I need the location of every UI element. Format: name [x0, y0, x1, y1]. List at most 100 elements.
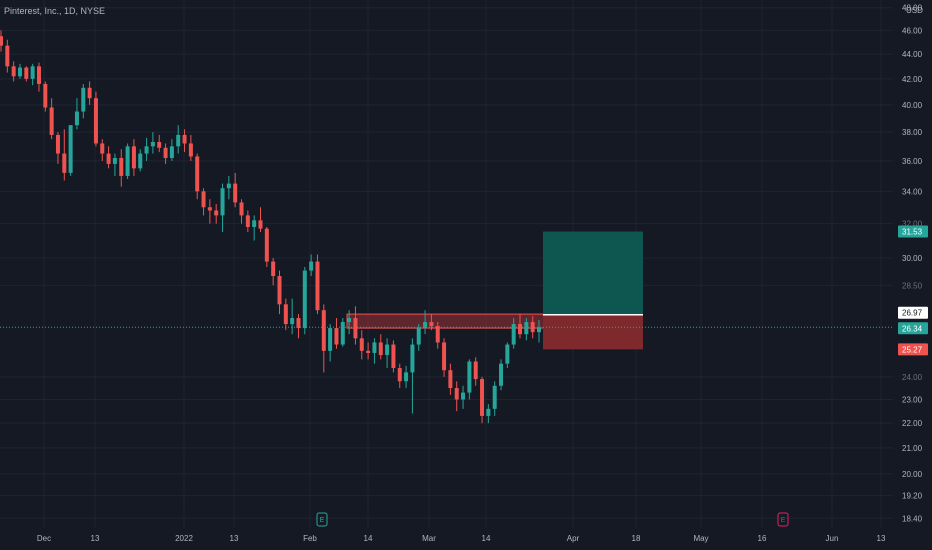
- time-label: 13: [877, 534, 886, 543]
- candle: [220, 183, 225, 233]
- price-label-target-text: 31.53: [902, 228, 923, 237]
- candle-body: [138, 153, 143, 169]
- price-tick-label: 23.00: [902, 395, 923, 404]
- candle-body: [277, 276, 282, 305]
- price-tick-label: 48.00: [902, 4, 923, 13]
- candle-body: [17, 67, 22, 77]
- candle-body: [55, 134, 60, 154]
- candle: [144, 137, 149, 161]
- candle-body: [201, 191, 206, 208]
- candle: [245, 210, 250, 233]
- candle-body: [207, 207, 212, 211]
- earnings-badge-label: E: [781, 517, 786, 524]
- candle: [467, 359, 472, 400]
- candle-body: [334, 328, 339, 345]
- candle: [87, 81, 92, 105]
- candle-body: [480, 379, 485, 416]
- candle: [5, 39, 10, 73]
- candle-body: [340, 322, 345, 345]
- candle: [410, 338, 415, 414]
- candle: [530, 316, 535, 339]
- candle-body: [157, 142, 162, 148]
- candle-body: [36, 66, 41, 84]
- candle: [188, 134, 193, 161]
- candle: [537, 320, 541, 343]
- candle: [404, 365, 409, 389]
- candle-body: [0, 36, 3, 46]
- candle-body: [24, 67, 29, 79]
- candle: [201, 188, 206, 216]
- candle: [214, 204, 219, 224]
- candle-body: [511, 324, 516, 345]
- candle-body: [5, 45, 10, 67]
- time-label: Feb: [303, 534, 317, 543]
- candle-body: [93, 98, 98, 144]
- candle-body: [188, 143, 193, 157]
- candle-body: [271, 261, 276, 277]
- candle: [486, 404, 491, 424]
- candle-body: [435, 326, 440, 343]
- candle: [131, 139, 136, 176]
- candle-body: [252, 220, 257, 227]
- candle: [125, 143, 130, 179]
- candle: [169, 139, 174, 161]
- candle: [454, 381, 459, 412]
- candle-body: [239, 202, 244, 216]
- time-label: 2022: [175, 534, 193, 543]
- candle: [0, 30, 3, 52]
- price-tick-label: 24.00: [902, 373, 923, 382]
- candle: [334, 318, 339, 349]
- time-label: 13: [91, 534, 100, 543]
- candle: [30, 63, 35, 86]
- candle-body: [87, 87, 92, 99]
- price-tick-label: 46.00: [902, 26, 923, 35]
- candle: [366, 342, 371, 360]
- currency-label: USD: [906, 6, 923, 15]
- candle: [277, 270, 282, 315]
- candle: [11, 61, 16, 82]
- candle-body: [397, 368, 402, 382]
- candle-body: [290, 318, 295, 325]
- candle: [473, 357, 478, 386]
- candle: [378, 334, 383, 360]
- candle: [321, 304, 326, 373]
- candle-body: [423, 322, 428, 329]
- candle-body: [302, 270, 307, 329]
- price-label-last-text: 26.34: [902, 324, 923, 333]
- candle-body: [62, 153, 67, 173]
- candle: [359, 330, 364, 360]
- time-label: 14: [482, 534, 491, 543]
- price-label-stop: [898, 343, 928, 356]
- candle: [163, 143, 168, 164]
- candle-body: [467, 361, 472, 393]
- candle: [290, 298, 295, 335]
- price-tick-label: 42.00: [902, 75, 923, 84]
- candle-body: [372, 342, 377, 353]
- candle-body: [378, 342, 383, 356]
- candle: [340, 318, 345, 347]
- candle: [435, 322, 440, 349]
- candle: [176, 125, 181, 154]
- candle: [49, 98, 54, 140]
- candle: [524, 318, 529, 341]
- candle-body: [214, 210, 219, 216]
- candle: [252, 215, 257, 241]
- candle: [442, 338, 447, 377]
- price-label-last: [898, 322, 928, 335]
- price-tick-label: 28.50: [902, 281, 923, 290]
- candle-body: [321, 310, 326, 351]
- candle: [416, 324, 421, 351]
- candle-body: [347, 318, 352, 323]
- price-tick-label: 34.00: [902, 187, 923, 196]
- candle-body: [442, 342, 447, 371]
- candle-body: [499, 363, 504, 386]
- time-label: Mar: [422, 534, 436, 543]
- price-tick-label: 22.00: [902, 419, 923, 428]
- candle: [36, 62, 41, 92]
- candle: [24, 66, 29, 82]
- time-label: Apr: [567, 534, 580, 543]
- candle-body: [296, 318, 301, 329]
